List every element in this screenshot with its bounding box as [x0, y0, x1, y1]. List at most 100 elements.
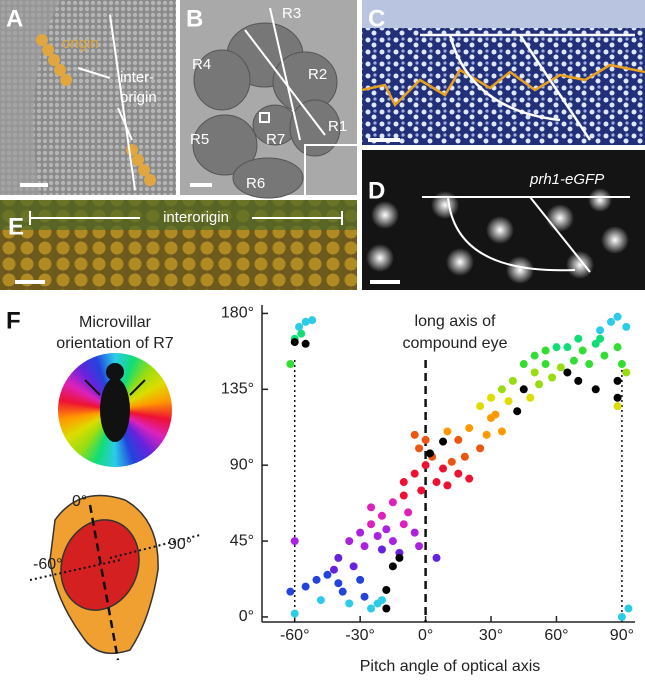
point [356, 529, 364, 537]
annotation: 90° [168, 536, 192, 553]
point [400, 492, 408, 500]
point [417, 486, 425, 494]
x-tick-label: 0° [418, 627, 433, 644]
point [579, 347, 587, 355]
point [404, 508, 412, 516]
point [422, 436, 430, 444]
point [476, 402, 484, 410]
point [614, 343, 622, 351]
point [302, 583, 310, 591]
point [461, 453, 469, 461]
point [607, 318, 615, 326]
point [563, 343, 571, 351]
point [308, 316, 316, 324]
point [600, 352, 608, 360]
point [378, 596, 386, 604]
point [302, 340, 310, 348]
x-tick-label: -30° [345, 627, 375, 644]
point [614, 313, 622, 321]
annotation: inter- [120, 69, 154, 86]
point [356, 576, 364, 584]
point [291, 537, 299, 545]
point [389, 562, 397, 570]
annotation: R5 [190, 131, 209, 148]
annotation: interorigin [163, 209, 229, 226]
y-tick-label: 180° [221, 305, 254, 322]
annotation: orientation of R7 [56, 335, 174, 352]
point [415, 542, 423, 550]
point [334, 554, 342, 562]
point [476, 444, 484, 452]
point [465, 475, 473, 483]
point [520, 360, 528, 368]
point [350, 562, 358, 570]
fly-silhouette [85, 363, 145, 442]
point [345, 537, 353, 545]
point [395, 554, 403, 562]
point [291, 610, 299, 618]
annotation: R1 [328, 118, 347, 135]
point [367, 520, 375, 528]
point [531, 368, 539, 376]
point [323, 571, 331, 579]
point [439, 438, 447, 446]
figure: A origin inter- origin B R3 R4 R2 R5 R7 … [0, 0, 645, 686]
point [286, 588, 294, 596]
point [439, 465, 447, 473]
point [382, 605, 390, 613]
point [382, 586, 390, 594]
annotation: R4 [192, 56, 211, 73]
point [535, 380, 543, 388]
annotation: compound eye [403, 335, 508, 352]
point [542, 360, 550, 368]
fly-head [30, 496, 200, 661]
point [400, 520, 408, 528]
x-tick-label: 90° [610, 627, 634, 644]
y-tick-label: 135° [221, 381, 254, 398]
y-tick-label: 90° [230, 456, 254, 473]
point [487, 394, 495, 402]
point [454, 436, 462, 444]
point [443, 481, 451, 489]
point [614, 377, 622, 385]
point [422, 461, 430, 469]
point [483, 431, 491, 439]
point [491, 411, 499, 419]
point [378, 545, 386, 553]
point [313, 576, 321, 584]
point [443, 427, 451, 435]
point [585, 360, 593, 368]
annotation: -60° [33, 556, 63, 573]
point [374, 532, 382, 540]
point [389, 537, 397, 545]
point [378, 512, 386, 520]
point [339, 588, 347, 596]
point [552, 343, 560, 351]
point [411, 470, 419, 478]
x-tick-label: 30° [479, 627, 503, 644]
point [592, 385, 600, 393]
annotation: origin [62, 35, 99, 52]
point [504, 397, 512, 405]
point [330, 566, 338, 574]
annotation: origin [120, 89, 157, 106]
panel-label: D [368, 177, 385, 204]
annotation: prh1-eGFP [529, 171, 604, 188]
x-tick-label: -60° [280, 627, 310, 644]
annotation: long axis of [415, 313, 496, 330]
point [433, 478, 441, 486]
point [389, 498, 397, 506]
point [548, 374, 556, 382]
x-axis-label: Pitch angle of optical axis [360, 658, 541, 675]
point [557, 363, 565, 371]
point [291, 338, 299, 346]
x-tick-label: 60° [544, 627, 568, 644]
point [574, 335, 582, 343]
annotation: R2 [308, 66, 327, 83]
point [465, 424, 473, 432]
point [448, 458, 456, 466]
figure-svg: A origin inter- origin B R3 R4 R2 R5 R7 … [0, 0, 645, 686]
point [622, 323, 630, 331]
point [624, 605, 632, 613]
point [498, 427, 506, 435]
